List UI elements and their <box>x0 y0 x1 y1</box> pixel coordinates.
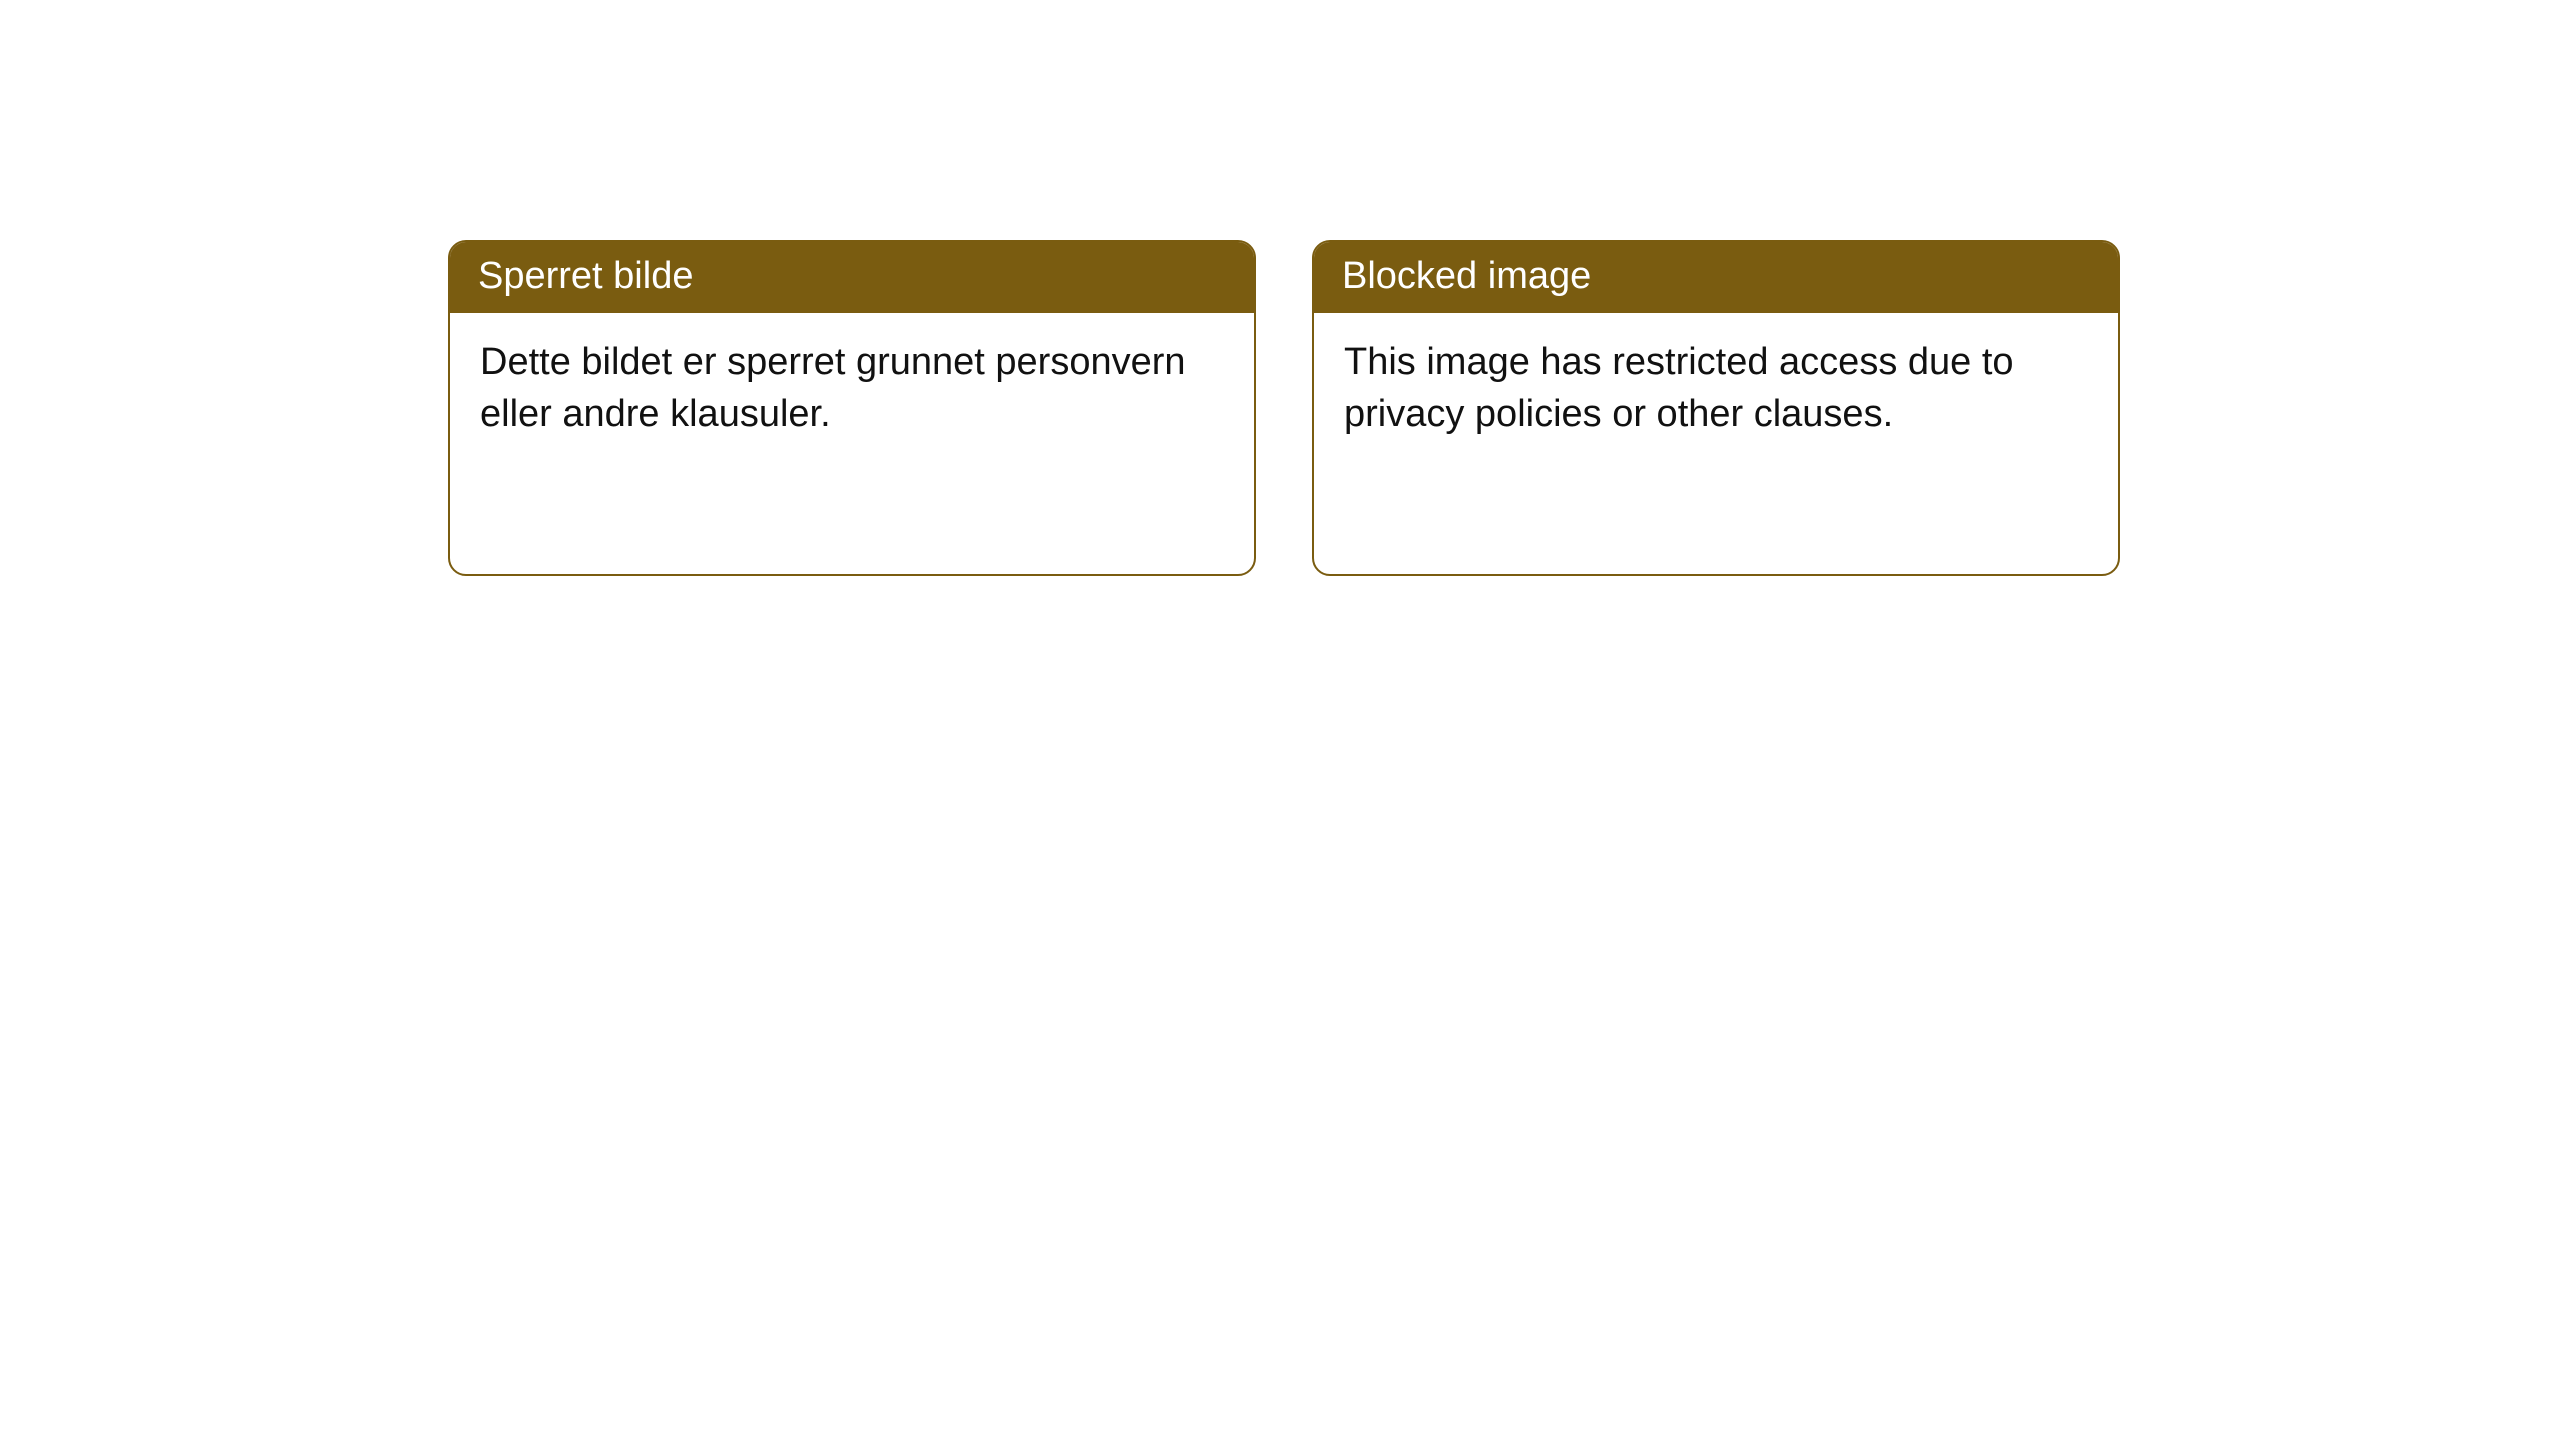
notice-header: Sperret bilde <box>450 242 1254 313</box>
notice-body: Dette bildet er sperret grunnet personve… <box>450 313 1254 464</box>
notice-card-english: Blocked image This image has restricted … <box>1312 240 2120 576</box>
notice-card-norwegian: Sperret bilde Dette bildet er sperret gr… <box>448 240 1256 576</box>
notice-container: Sperret bilde Dette bildet er sperret gr… <box>0 0 2560 576</box>
notice-header: Blocked image <box>1314 242 2118 313</box>
notice-body: This image has restricted access due to … <box>1314 313 2118 464</box>
